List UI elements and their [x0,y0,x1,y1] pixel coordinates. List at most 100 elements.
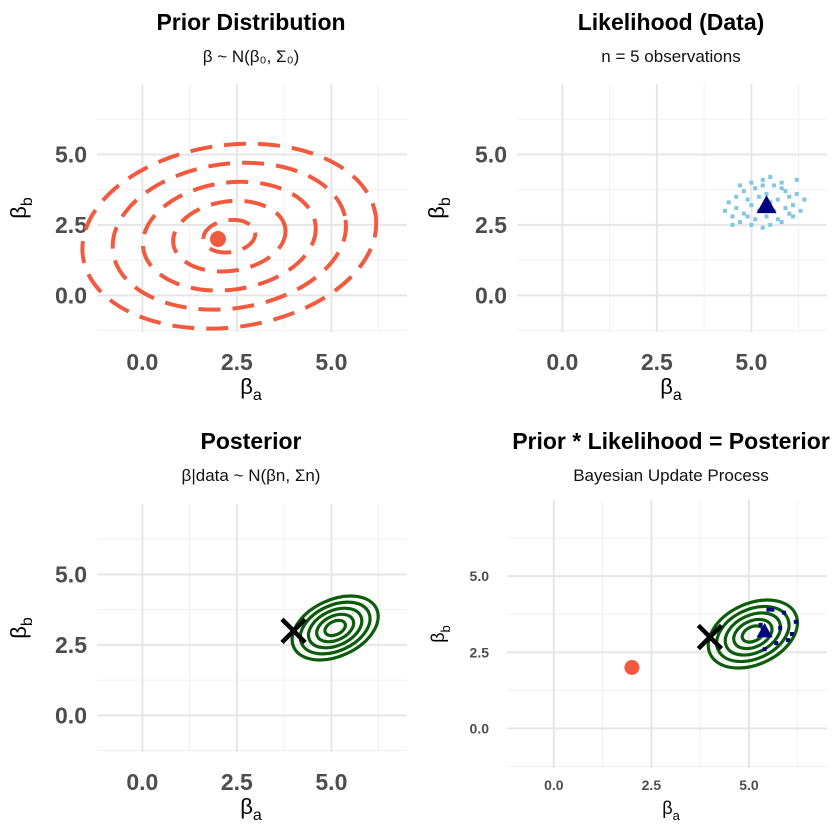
y-axis-label: βb [6,617,36,639]
likelihood-point [790,214,795,219]
likelihood-point [762,647,767,652]
x-tick-label: 0.0 [126,349,158,375]
likelihood-point [793,619,798,624]
likelihood-point [722,208,727,213]
prior-mean-point [209,231,226,247]
likelihood-point [790,203,795,208]
likelihood-point [789,632,794,636]
prior-mean-point [624,660,640,675]
prior-mean-x-marker-stroke [696,623,724,651]
panel-subtitle: Bayesian Update Process [573,466,769,485]
likelihood-point [738,220,743,225]
likelihood-point [741,211,746,216]
likelihood-point [779,220,784,225]
likelihood-point [734,194,739,199]
prior-contour [110,160,348,312]
likelihood-point [783,189,788,194]
panel-3: Posterior β|data ~ N(βn, Σn) 0.0 2.5 5.0 0.0 2… [6,428,407,824]
posterior-contour [706,598,800,670]
likelihood-point [749,180,754,185]
likelihood-point [764,214,769,219]
x-tick-label: 2.5 [221,349,253,375]
x-tick-label: 5.0 [315,769,347,795]
y-axis-label: βb [6,197,36,219]
y-tick-label: 2.5 [55,212,87,238]
likelihood-point [783,206,788,210]
likelihood-point [768,222,773,227]
posterior-contour [723,611,783,657]
likelihood-point [753,186,758,191]
panel-title: Prior Distribution [156,9,345,35]
prior-mean-x-marker [696,623,724,651]
x-axis-label: βa [662,798,680,823]
mle-point [756,195,777,214]
posterior-contour [315,612,356,644]
likelihood-point [758,622,763,627]
y-tick-label: 0.0 [475,282,507,308]
panel-title: Posterior [201,428,302,454]
likelihood-point [764,191,769,196]
prior-contour [140,179,318,293]
likelihood-point [779,186,784,191]
likelihood-point [772,183,777,188]
y-tick-label: 2.5 [475,212,507,238]
panel-2: Likelihood (Data) n = 5 observations 0.0 2.… [424,9,827,404]
panel-subtitle: n = 5 observations [601,47,740,66]
panel-title: Likelihood (Data) [578,9,765,35]
plot-marks [624,598,800,675]
y-tick-label: 2.5 [470,644,490,660]
likelihood-point [749,222,754,227]
prior-mean-x-marker [280,617,307,645]
y-axis-label: βb [428,625,453,643]
likelihood-point [785,638,790,643]
plot-marks [722,175,807,230]
likelihood-point [775,197,780,202]
posterior-contour [715,604,791,664]
likelihood-point [749,203,754,208]
panel-title: Prior * Likelihood = Posterior [512,428,830,454]
likelihood-point [760,183,765,188]
y-tick-label: 0.0 [55,702,87,728]
y-axis-label: βb [424,197,454,219]
x-tick-label: 0.0 [126,769,158,795]
x-tick-label: 2.5 [641,349,673,375]
likelihood-point [770,607,775,612]
prior-contour [171,198,288,274]
likelihood-point [734,206,739,210]
posterior-contour [323,618,348,638]
likelihood-point [775,217,780,222]
likelihood-point [745,214,750,219]
x-tick-label: 0.0 [546,349,578,375]
likelihood-point [798,208,803,213]
x-tick-label: 0.0 [544,777,564,793]
likelihood-point [766,607,771,612]
y-tick-label: 2.5 [55,632,87,658]
plot-marks [280,594,380,662]
y-tick-label: 5.0 [55,561,87,587]
likelihood-point [787,194,792,199]
y-tick-label: 5.0 [475,141,507,167]
x-tick-label: 2.5 [642,777,662,793]
x-tick-label: 5.0 [739,777,759,793]
prior-contour [201,217,258,255]
prior-contour [80,141,379,331]
x-tick-label: 5.0 [735,349,767,375]
y-tick-label: 0.0 [55,282,87,308]
y-tick-label: 5.0 [470,568,490,584]
posterior-contour [298,600,372,656]
posterior-contour [732,617,774,651]
y-tick-label: 5.0 [55,141,87,167]
panel-1: Prior Distribution β ~ N(β₀, Σ₀) 0.0 2.5 5.0… [6,9,407,404]
likelihood-point [760,177,765,182]
likelihood-point [756,194,761,199]
likelihood-point [768,175,773,179]
y-tick-label: 0.0 [470,720,490,736]
panel-subtitle: β|data ~ N(βn, Σn) [182,466,321,485]
likelihood-point [741,189,746,194]
likelihood-point [730,214,735,219]
likelihood-point [774,641,779,646]
x-axis-label: βa [240,794,262,824]
posterior-contour [290,594,380,662]
